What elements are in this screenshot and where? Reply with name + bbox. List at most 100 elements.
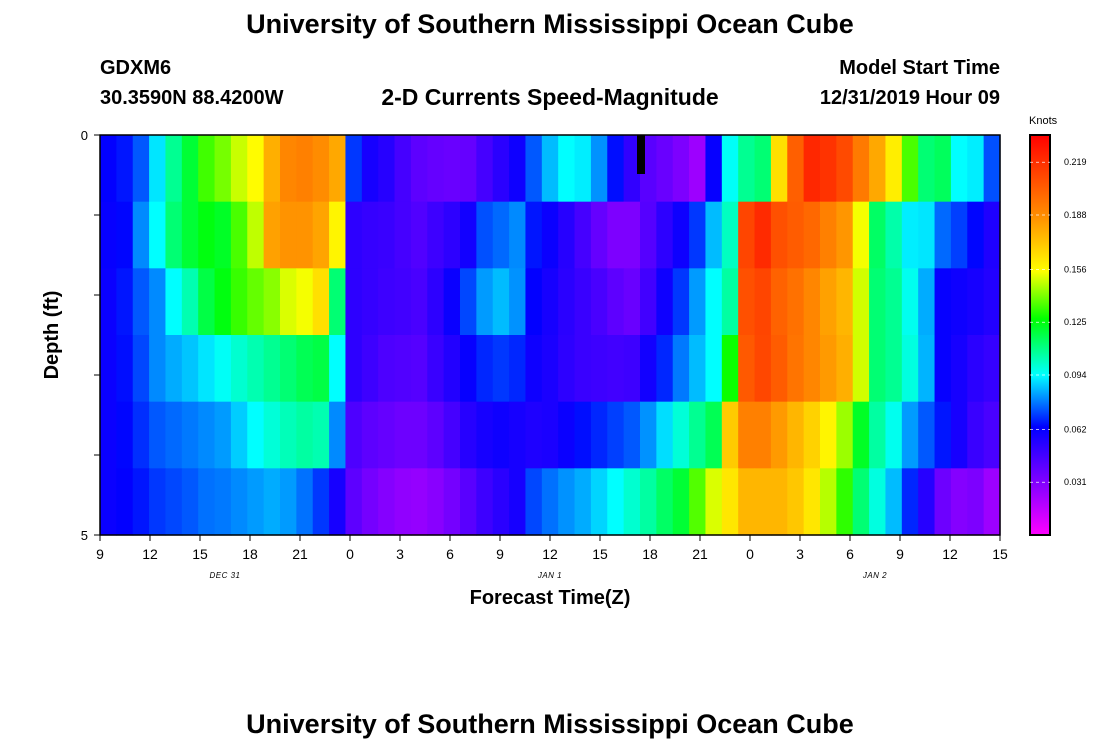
colorbar-tick-label: 0.219 <box>1064 157 1087 167</box>
heatmap-cell <box>770 268 788 336</box>
heatmap-cell <box>623 201 641 269</box>
heatmap-marker <box>637 135 645 174</box>
heatmap-cell <box>312 201 330 269</box>
heatmap-cell <box>296 135 314 203</box>
heatmap-cell <box>230 201 248 269</box>
heatmap-cell <box>165 201 183 269</box>
heatmap-cell <box>787 401 805 469</box>
heatmap-cell <box>116 468 134 536</box>
heatmap-cell <box>738 201 756 269</box>
heatmap-cell <box>721 135 739 203</box>
heatmap-cell <box>100 335 117 403</box>
heatmap-cell <box>901 201 919 269</box>
heatmap-cell <box>705 335 723 403</box>
heatmap-cell <box>574 268 592 336</box>
heatmap-cell <box>869 268 887 336</box>
heatmap-cell <box>460 401 477 469</box>
heatmap-cell <box>820 201 837 269</box>
heatmap-cell <box>918 268 936 336</box>
heatmap-cell <box>165 268 183 336</box>
heatmap-cell <box>901 335 919 403</box>
heatmap-cell <box>247 268 265 336</box>
heatmap-cell <box>869 201 887 269</box>
x-tick-label: 9 <box>96 546 104 562</box>
heatmap-cell <box>132 268 150 336</box>
heatmap-cell <box>132 401 150 469</box>
heatmap-cell <box>443 201 461 269</box>
heatmap-cell <box>476 401 494 469</box>
heatmap-cell <box>787 335 805 403</box>
heatmap-cell <box>754 401 772 469</box>
heatmap-cell <box>263 401 281 469</box>
x-tick-label: 15 <box>592 546 608 562</box>
heatmap-cell <box>509 468 527 536</box>
heatmap-cell <box>967 201 985 269</box>
y-tick-label: 0 <box>81 128 88 143</box>
heatmap-cell <box>394 468 412 536</box>
heatmap-cell <box>656 135 674 203</box>
heatmap-cell <box>410 135 428 203</box>
heatmap-cell <box>672 135 690 203</box>
colorbar-tick-label: 0.031 <box>1064 477 1087 487</box>
heatmap-cell <box>820 401 837 469</box>
heatmap-cell <box>869 135 887 203</box>
heatmap-cell <box>329 335 347 403</box>
heatmap-cell <box>198 268 216 336</box>
x-tick-label: 3 <box>396 546 404 562</box>
date-label: JAN 2 <box>862 571 887 580</box>
heatmap-cell <box>787 135 805 203</box>
heatmap-cell <box>721 201 739 269</box>
heatmap-cell <box>787 468 805 536</box>
heatmap-cell <box>181 335 199 403</box>
heatmap-cell <box>689 201 707 269</box>
heatmap-cell <box>443 268 461 336</box>
heatmap-cell <box>378 335 396 403</box>
heatmap-cell <box>345 268 363 336</box>
heatmap-cell <box>312 335 330 403</box>
heatmap-cell <box>296 268 314 336</box>
heatmap-cell <box>296 335 314 403</box>
colorbar-tick-label: 0.188 <box>1064 210 1087 220</box>
heatmap-cell <box>492 335 510 403</box>
heatmap-cell <box>525 268 543 336</box>
heatmap-cell <box>427 401 445 469</box>
heatmap-cell <box>770 335 788 403</box>
heatmap-cell <box>869 335 887 403</box>
colorbar-tick-label: 0.062 <box>1064 424 1087 434</box>
heatmap-cell <box>214 468 232 536</box>
heatmap-cell <box>214 135 232 203</box>
heatmap-cell <box>672 401 690 469</box>
heatmap-cell <box>541 401 559 469</box>
heatmap-cell <box>852 201 870 269</box>
heatmap-cell <box>525 468 543 536</box>
heatmap-cell <box>950 401 968 469</box>
heatmap-cell <box>165 335 183 403</box>
footer-title: University of Southern Mississippi Ocean… <box>246 709 854 739</box>
heatmap-cell <box>492 468 510 536</box>
heatmap-cell <box>492 135 510 203</box>
heatmap-cell <box>803 201 821 269</box>
heatmap-cell <box>754 201 772 269</box>
heatmap-cell <box>541 135 559 203</box>
heatmap-cell <box>558 135 576 203</box>
heatmap-cell <box>181 268 199 336</box>
heatmap-cell <box>705 401 723 469</box>
heatmap-cell <box>280 468 297 536</box>
heatmap-cell <box>934 335 952 403</box>
heatmap-cell <box>934 401 952 469</box>
colorbar-tick-label: 0.125 <box>1064 317 1087 327</box>
heatmap-cell <box>230 135 248 203</box>
heatmap-cell <box>770 135 788 203</box>
heatmap-cell <box>410 468 428 536</box>
heatmap-cell <box>410 401 428 469</box>
heatmap-cell <box>476 201 494 269</box>
heatmap-cell <box>149 468 167 536</box>
station-coordinates: 30.3590N 88.4200W <box>100 87 284 109</box>
heatmap-cell <box>640 268 657 336</box>
heatmap-cell <box>410 201 428 269</box>
heatmap-cell <box>558 401 576 469</box>
heatmap-cell <box>100 401 117 469</box>
heatmap-cell <box>885 401 903 469</box>
heatmap-cell <box>476 268 494 336</box>
heatmap-cell <box>640 201 657 269</box>
